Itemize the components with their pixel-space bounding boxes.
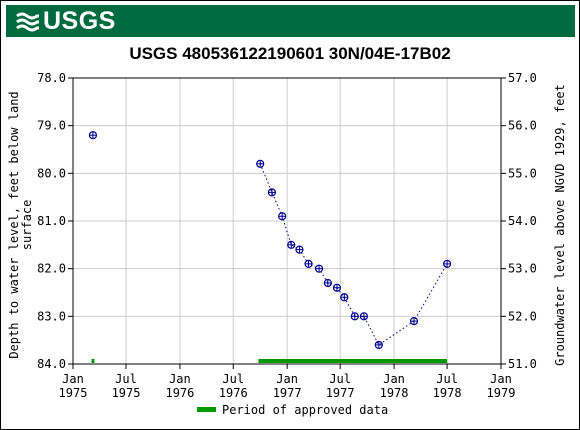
usgs-logo-text: USGS	[43, 6, 116, 35]
data-point	[287, 240, 296, 249]
approved-period-bar	[91, 359, 95, 363]
right-tick-label: 55.0	[508, 166, 537, 180]
right-tick-label: 51.0	[508, 357, 537, 371]
left-axis-label-line1: Depth to water level, feet below land	[7, 91, 21, 358]
x-tick-label-year: 1977	[273, 386, 302, 400]
x-tick-label-month: Jul	[222, 372, 244, 386]
data-point	[350, 312, 359, 321]
x-tick-label-year: 1975	[59, 386, 88, 400]
left-tick-label: 78.0	[37, 71, 66, 85]
approved-period-bar	[258, 359, 448, 363]
x-tick-label-month: Jan	[169, 372, 191, 386]
data-point	[295, 245, 304, 254]
chart-title: USGS 480536122190601 30N/04E-17B02	[129, 44, 451, 63]
grid-lines	[73, 78, 501, 364]
data-point	[88, 131, 98, 140]
left-axis-label-line2: surface	[20, 200, 34, 251]
x-tick-label-month: Jan	[62, 372, 84, 386]
x-tick-label-year: 1975	[112, 386, 141, 400]
data-point	[374, 340, 383, 350]
data-point	[323, 278, 332, 288]
usgs-banner: USGS	[6, 5, 575, 37]
x-tick-label-month: Jan	[276, 372, 298, 386]
x-tick-label-month: Jan	[490, 372, 512, 386]
legend: Period of approved data	[197, 403, 388, 417]
x-tick-label-year: 1978	[380, 386, 409, 400]
data-point	[359, 312, 368, 321]
data-point	[304, 259, 313, 268]
right-axis-ticks: 57.0 56.0 55.0 54.0 53.0 52.0 51.0	[501, 71, 537, 371]
left-tick-label: 83.0	[37, 309, 66, 323]
x-axis-ticks: Jan1975Jul1975Jan1976Jul1976Jan1977Jul19…	[59, 364, 516, 400]
x-tick-label-year: 1979	[487, 386, 516, 400]
x-tick-label-year: 1976	[165, 386, 194, 400]
data-point	[340, 293, 349, 302]
data-series	[88, 131, 452, 350]
usgs-logo[interactable]: USGS	[16, 6, 116, 35]
left-tick-label: 82.0	[37, 262, 66, 276]
right-tick-label: 54.0	[508, 214, 537, 228]
x-tick-label-month: Jul	[436, 372, 458, 386]
left-tick-label: 79.0	[37, 119, 66, 133]
data-point	[314, 264, 324, 273]
left-tick-label: 84.0	[37, 357, 66, 371]
x-tick-label-year: 1976	[219, 386, 248, 400]
right-tick-label: 57.0	[508, 71, 537, 85]
left-axis-ticks: 78.0 79.0 80.0 81.0 82.0 83.0 84.0	[37, 71, 73, 371]
x-tick-label-month: Jul	[115, 372, 137, 386]
data-point	[409, 317, 419, 326]
right-tick-label: 52.0	[508, 309, 537, 323]
right-tick-label: 53.0	[508, 262, 537, 276]
legend-label: Period of approved data	[222, 403, 388, 417]
right-axis-label: Groundwater level above NGVD 1929, feet	[553, 84, 567, 366]
data-point	[267, 188, 277, 197]
data-point	[256, 159, 265, 168]
x-tick-label-year: 1977	[326, 386, 355, 400]
series-line	[259, 163, 448, 346]
right-tick-label: 56.0	[508, 119, 537, 133]
data-point	[442, 259, 452, 268]
left-tick-label: 80.0	[37, 166, 66, 180]
x-tick-label-month: Jan	[383, 372, 405, 386]
x-tick-label-month: Jul	[329, 372, 351, 386]
x-tick-label-year: 1978	[433, 386, 462, 400]
usgs-wave-icon	[16, 12, 39, 32]
data-point	[278, 212, 287, 221]
data-point	[332, 283, 342, 292]
legend-swatch	[197, 407, 216, 412]
left-tick-label: 81.0	[37, 214, 66, 228]
approved-periods	[91, 359, 448, 363]
